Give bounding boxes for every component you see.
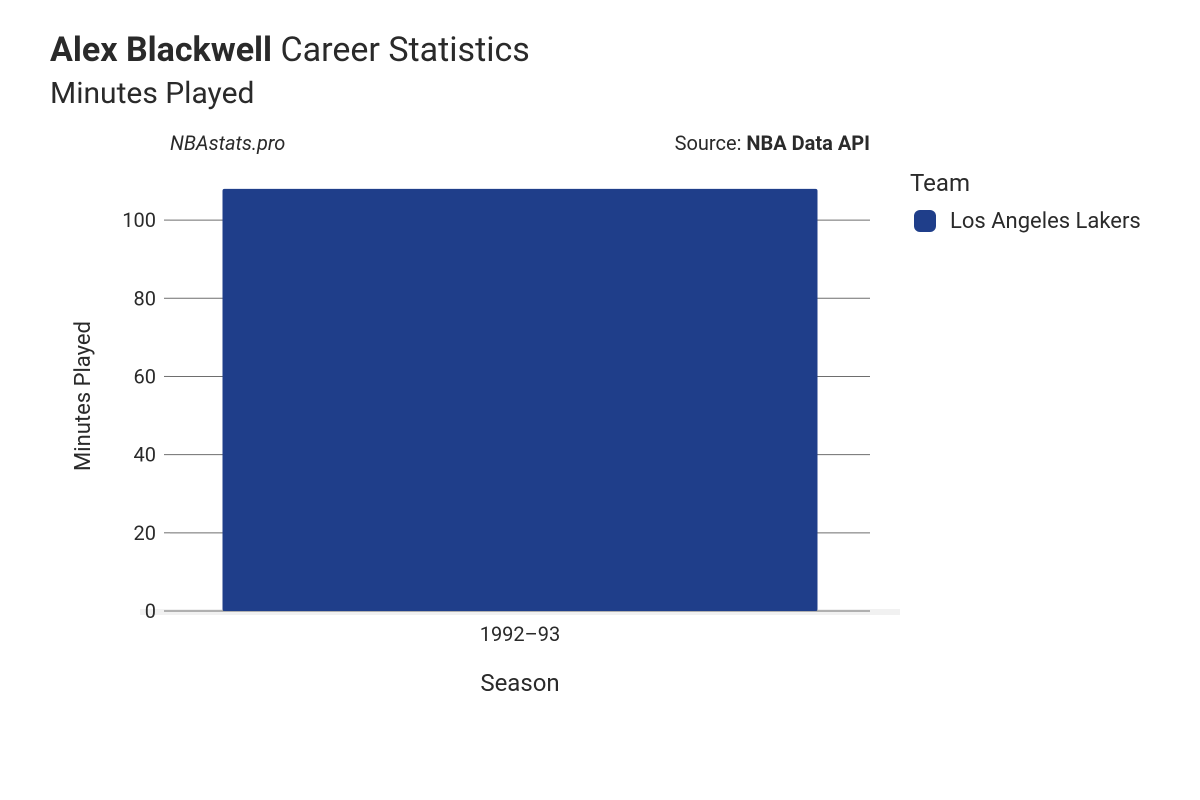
y-axis-title: Minutes Played [71, 321, 96, 471]
bar[interactable] [223, 189, 818, 611]
ytick-label: 20 [134, 521, 156, 545]
legend-swatch [914, 210, 936, 232]
chart-container: NBAstats.pro Source: NBA Data API 020406… [50, 131, 1150, 755]
ytick-label: 60 [134, 364, 156, 388]
chart-svg-holder: 0 20 40 60 80 100 1992–93 Season Minutes Played T… [50, 131, 1150, 755]
chart-svg: 0 20 40 60 80 100 1992–93 Season Minutes Played T… [50, 131, 1150, 751]
page-root: Alex Blackwell Career Statistics Minutes… [0, 0, 1200, 800]
ytick-label: 80 [134, 286, 156, 310]
page-subtitle: Minutes Played [50, 76, 1150, 111]
legend-label: Los Angeles Lakers [950, 209, 1141, 234]
legend-title: Team [910, 169, 970, 197]
x-axis-title: Season [480, 669, 559, 697]
ytick-label: 0 [145, 599, 156, 623]
page-title: Alex Blackwell Career Statistics [50, 30, 1150, 70]
xtick-label: 1992–93 [480, 622, 561, 646]
title-rest-text: Career Statistics [280, 30, 529, 70]
ytick-label: 100 [122, 208, 156, 232]
title-bold: Alex Blackwell [50, 30, 272, 70]
ytick-label: 40 [134, 443, 156, 467]
